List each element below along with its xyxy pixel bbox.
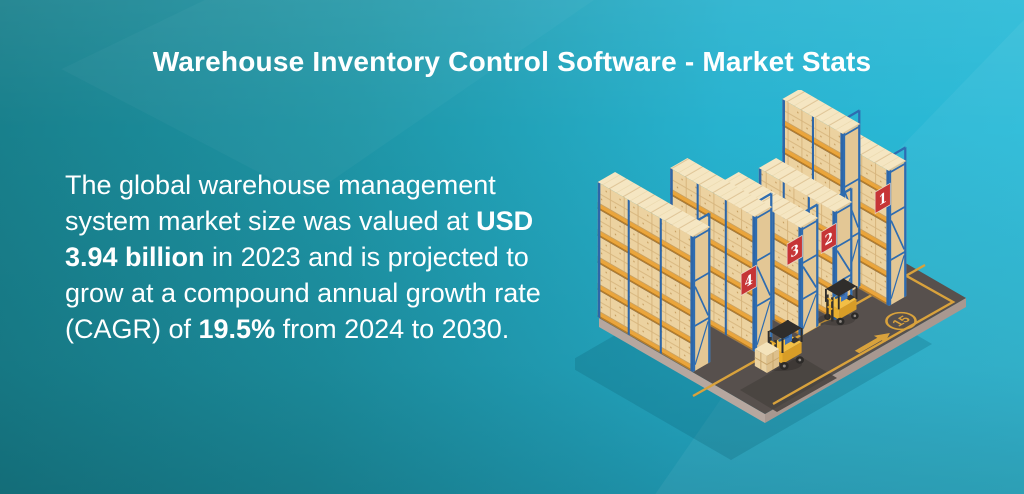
rack-number-sign-3: 3 bbox=[786, 234, 803, 267]
stats-text-segment: from 2024 to 2030. bbox=[275, 314, 510, 344]
forklift-load-boxes bbox=[754, 342, 780, 373]
market-stats-text: The global warehouse management system m… bbox=[65, 167, 561, 347]
stat-cagr-value: 19.5% bbox=[198, 314, 276, 344]
floor-arrow-icon bbox=[854, 333, 890, 354]
stats-text-segment: in 2023 and is projected to grow at a co… bbox=[65, 242, 541, 344]
floor-dark-patch bbox=[740, 356, 837, 412]
storage-rack-5 bbox=[597, 172, 711, 373]
forklift bbox=[817, 278, 859, 326]
warehouse-isometric-illustration: 15 1 bbox=[575, 90, 966, 460]
forklift-with-load bbox=[754, 320, 804, 373]
rack-number-sign-4: 4 bbox=[740, 264, 757, 297]
page-title: Warehouse Inventory Control Software - M… bbox=[152, 46, 872, 77]
svg-text:3: 3 bbox=[791, 241, 799, 262]
rack-number-sign-2: 2 bbox=[820, 222, 837, 255]
stat-market-size-value: USD 3.94 billion bbox=[65, 206, 534, 272]
rack-number-sign-1: 1 bbox=[874, 182, 891, 215]
svg-text:1: 1 bbox=[879, 189, 887, 210]
svg-text:2: 2 bbox=[825, 229, 833, 250]
svg-text:4: 4 bbox=[745, 271, 754, 292]
stats-text-segment: The global warehouse management system m… bbox=[65, 170, 496, 236]
